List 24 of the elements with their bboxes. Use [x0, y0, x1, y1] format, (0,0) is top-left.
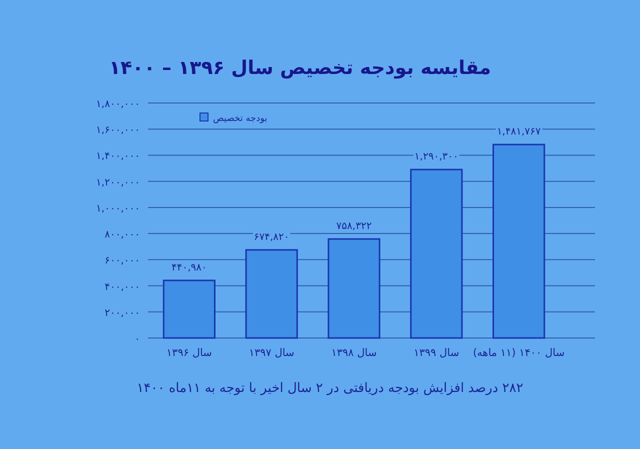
y-tick-label: ۰	[134, 334, 140, 345]
y-tick-label: ۱,۲۰۰,۰۰۰	[96, 177, 140, 188]
y-tick-label: ۸۰۰,۰۰۰	[104, 230, 140, 241]
data-label: ۱,۴۸۱,۷۶۷	[496, 126, 541, 138]
data-label: ۱,۲۹۰,۳۰۰	[414, 152, 458, 163]
legend: بودجه تخصیص	[200, 112, 268, 124]
y-tick-label: ۶۰۰,۰۰۰	[104, 256, 140, 267]
x-tick-label: سال ۱۳۹۹	[414, 347, 460, 359]
y-tick-label: ۱,۶۰۰,۰۰۰	[96, 125, 140, 136]
legend-label: بودجه تخصیص	[213, 114, 268, 124]
y-tick-label: ۱,۸۰۰,۰۰۰	[96, 99, 140, 110]
data-label: ۷۵۸,۳۲۲	[336, 221, 372, 232]
annotation: ۲۸۲ درصد افزایش بودجه دریافتی در ۲ سال اخیر با توجه به ۱۱ماه ۱۴۰۰	[136, 381, 524, 396]
y-tick-label: ۱,۰۰۰,۰۰۰	[96, 203, 140, 214]
data-label: ۶۷۴,۸۲۰	[254, 232, 290, 243]
x-tick-label: سال ۱۳۹۷	[248, 347, 294, 359]
title: مقایسه بودجه تخصیص سال ۱۳۹۶ – ۱۴۰۰	[108, 57, 492, 79]
y-tick-label: ۱,۴۰۰,۰۰۰	[96, 151, 140, 162]
x-tick-label: سال ۱۳۹۶	[166, 347, 212, 359]
y-tick-label: ۲۰۰,۰۰۰	[104, 308, 140, 319]
x-tick-label: سال ۱۴۰۰ (۱۱ ماهه)	[472, 347, 565, 359]
x-tick-label: سال ۱۳۹۸	[331, 347, 377, 359]
data-label: ۴۴۰,۹۸۰	[172, 262, 207, 274]
y-tick-label: ۴۰۰,۰۰۰	[104, 282, 140, 293]
